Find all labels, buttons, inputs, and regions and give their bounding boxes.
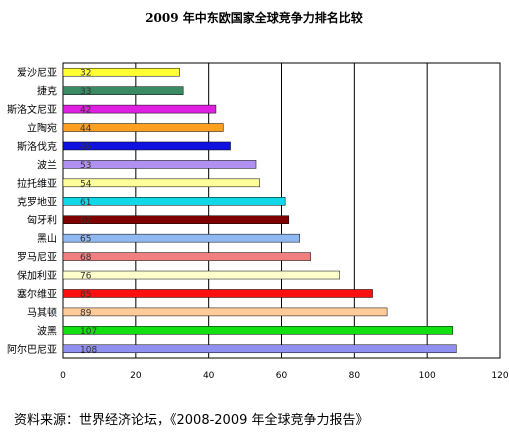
x-axis-ticks: 0 20 40 60 80 100 120 bbox=[60, 371, 509, 381]
bar bbox=[62, 307, 388, 317]
category-label: 克罗地亚 bbox=[17, 195, 57, 208]
bar bbox=[62, 270, 341, 280]
data-label: 44 bbox=[80, 124, 92, 134]
bar bbox=[62, 233, 300, 243]
data-label: 65 bbox=[80, 235, 91, 245]
bar bbox=[62, 123, 224, 132]
bars: 32 33 42 44 46 53 54 61 62 65 68 76 85 89 107 108 bbox=[62, 67, 457, 355]
category-label: 波黑 bbox=[37, 324, 57, 337]
bar bbox=[62, 215, 290, 224]
x-tick-label: 80 bbox=[349, 371, 361, 381]
bar bbox=[62, 326, 453, 335]
bar bbox=[62, 160, 257, 169]
bar bbox=[62, 141, 231, 151]
category-label: 保加利亚 bbox=[17, 269, 57, 282]
category-label: 塞尔维亚 bbox=[17, 287, 57, 300]
bar bbox=[62, 289, 373, 298]
data-label: 85 bbox=[80, 290, 91, 300]
data-label: 42 bbox=[80, 106, 91, 116]
data-label: 107 bbox=[80, 327, 97, 337]
bar bbox=[62, 344, 457, 354]
bar bbox=[62, 178, 260, 188]
bar bbox=[62, 252, 311, 261]
data-label: 108 bbox=[80, 345, 97, 355]
category-label: 匈牙利 bbox=[27, 214, 57, 227]
x-tick-label: 120 bbox=[491, 371, 508, 381]
x-tick-label: 0 bbox=[60, 371, 66, 381]
x-tick-label: 100 bbox=[419, 371, 436, 381]
bar bbox=[62, 197, 286, 206]
source-note: 资料来源：世界经济论坛，《2008-2009 年全球竞争力报告》 bbox=[14, 413, 369, 428]
category-labels: 爱沙尼亚捷克斯洛文尼亚立陶宛斯洛伐克波兰拉托维亚克罗地亚匈牙利黑山罗马尼亚保加利… bbox=[7, 66, 57, 356]
data-label: 33 bbox=[80, 87, 91, 97]
bar bbox=[62, 104, 217, 114]
x-tick-label: 20 bbox=[130, 371, 142, 381]
x-tick-label: 40 bbox=[203, 371, 215, 381]
category-label: 立陶宛 bbox=[27, 122, 57, 135]
category-label: 拉托维亚 bbox=[17, 177, 57, 190]
category-label: 罗马尼亚 bbox=[17, 252, 57, 264]
category-label: 捷克 bbox=[37, 85, 57, 98]
category-label: 黑山 bbox=[37, 233, 57, 245]
data-label: 54 bbox=[80, 179, 92, 189]
category-label: 斯洛文尼亚 bbox=[7, 103, 57, 116]
category-label: 马其顿 bbox=[27, 306, 57, 319]
data-label: 89 bbox=[80, 308, 92, 318]
category-label: 波兰 bbox=[37, 158, 57, 171]
data-label: 53 bbox=[80, 161, 91, 171]
data-label: 62 bbox=[80, 216, 91, 226]
data-label: 68 bbox=[80, 253, 92, 263]
data-label: 61 bbox=[80, 198, 91, 208]
data-label: 32 bbox=[80, 69, 91, 79]
category-label: 阿尔巴尼亚 bbox=[7, 343, 57, 356]
data-label: 76 bbox=[80, 272, 92, 282]
bar bbox=[62, 67, 180, 77]
chart-title: 2009 年中东欧国家全球竞争力排名比较 bbox=[145, 10, 363, 25]
bar bbox=[62, 86, 184, 95]
data-label: 46 bbox=[80, 142, 92, 152]
x-tick-label: 60 bbox=[276, 371, 288, 381]
category-label: 爱沙尼亚 bbox=[17, 66, 57, 79]
category-label: 斯洛伐克 bbox=[17, 140, 57, 153]
